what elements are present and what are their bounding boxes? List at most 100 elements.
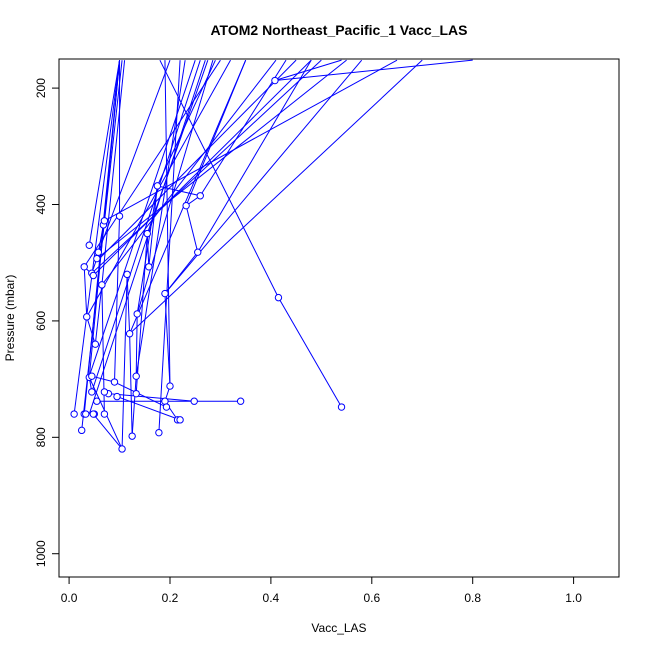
series-line-segment bbox=[101, 60, 126, 285]
series-line-segment bbox=[86, 316, 96, 345]
series-line-segment bbox=[164, 251, 199, 294]
series-line-segment bbox=[121, 274, 128, 449]
data-point bbox=[78, 426, 86, 435]
data-point bbox=[161, 289, 169, 298]
data-point bbox=[182, 201, 190, 210]
data-point bbox=[91, 340, 100, 348]
data-point bbox=[155, 428, 163, 437]
data-point bbox=[271, 76, 279, 85]
data-point bbox=[85, 241, 93, 249]
data-point bbox=[190, 397, 198, 405]
series-line-segment bbox=[136, 60, 214, 315]
data-point bbox=[94, 248, 103, 256]
series-line-segment bbox=[97, 59, 171, 253]
data-point bbox=[93, 397, 101, 405]
data-point bbox=[123, 270, 131, 279]
series-line-segment bbox=[129, 333, 133, 437]
series-line-segment bbox=[159, 59, 279, 298]
y-tick-label: 600 bbox=[34, 311, 48, 331]
x-tick-label: 0.0 bbox=[61, 591, 78, 605]
data-point bbox=[274, 293, 283, 302]
x-axis-label: Vacc_LAS bbox=[311, 621, 366, 635]
data-point bbox=[115, 212, 124, 220]
y-axis: 200 400 600 800 1000 bbox=[34, 78, 60, 567]
data-point bbox=[113, 392, 121, 401]
series-line-segment bbox=[83, 266, 88, 317]
data-point bbox=[132, 372, 140, 380]
series-line-segment bbox=[131, 376, 137, 437]
y-tick-label: 800 bbox=[34, 427, 48, 447]
data-point bbox=[93, 254, 101, 263]
series-line-segment bbox=[92, 413, 123, 450]
series-line-segment bbox=[88, 60, 121, 246]
series-line-segment bbox=[114, 381, 167, 408]
series-line-segment bbox=[129, 59, 423, 335]
x-tick-label: 1.0 bbox=[565, 591, 582, 605]
chart-title: ATOM2 Northeast_Pacific_1 Vacc_LAS bbox=[210, 22, 467, 38]
x-tick-label: 0.8 bbox=[464, 591, 481, 605]
data-point bbox=[236, 397, 245, 405]
series-line-segment bbox=[274, 59, 342, 82]
data-point bbox=[89, 271, 98, 280]
data-point bbox=[337, 403, 346, 411]
series-line-segment bbox=[96, 59, 347, 260]
series-line-segment bbox=[157, 185, 201, 197]
series-line-segment bbox=[197, 59, 312, 253]
x-tick-label: 0.4 bbox=[263, 591, 280, 605]
data-point bbox=[100, 388, 109, 396]
series-line-segment bbox=[83, 59, 221, 268]
data-point bbox=[125, 330, 134, 338]
data-point bbox=[196, 192, 204, 200]
series-line-segment bbox=[146, 233, 150, 267]
data-point bbox=[88, 388, 96, 396]
series-line-segment bbox=[99, 59, 297, 259]
x-tick-label: 0.2 bbox=[162, 591, 179, 605]
series-line-segment bbox=[164, 60, 171, 387]
data-point bbox=[128, 432, 136, 440]
series-line-segment bbox=[164, 293, 171, 387]
data-point bbox=[118, 445, 126, 453]
data-point bbox=[100, 217, 109, 225]
series-line-segment bbox=[126, 274, 131, 334]
series-line-segment bbox=[91, 375, 115, 383]
series-line-segment bbox=[185, 59, 247, 206]
data-point bbox=[82, 410, 90, 418]
x-tick-label: 0.6 bbox=[363, 591, 380, 605]
series-line-segment bbox=[108, 393, 195, 402]
data-point bbox=[70, 410, 78, 418]
data-point bbox=[176, 416, 184, 424]
series-line-segment bbox=[94, 284, 103, 345]
series-line-segment bbox=[158, 60, 181, 433]
series-line-segment bbox=[91, 60, 201, 393]
y-tick-label: 1000 bbox=[34, 540, 48, 567]
data-point bbox=[166, 382, 174, 390]
data-point bbox=[88, 372, 96, 380]
data-point bbox=[145, 263, 153, 271]
data-point bbox=[132, 389, 140, 398]
series-line-segment bbox=[135, 313, 138, 377]
x-axis: 0.0 0.2 0.4 0.6 0.8 1.0 bbox=[61, 576, 582, 605]
series-line-segment bbox=[73, 60, 121, 415]
series-line-segment bbox=[97, 224, 104, 253]
data-point bbox=[194, 248, 202, 256]
data-point bbox=[100, 410, 109, 418]
data-point bbox=[98, 281, 106, 289]
plot-frame bbox=[58, 58, 620, 578]
y-tick-label: 200 bbox=[34, 78, 48, 98]
series-line-segment bbox=[113, 216, 121, 383]
series-line-segment bbox=[148, 185, 158, 267]
series-line-segment bbox=[91, 59, 322, 274]
series-line-segment bbox=[278, 297, 342, 408]
series-lines bbox=[73, 59, 473, 450]
series-line-segment bbox=[104, 59, 398, 222]
series-line-segment bbox=[103, 60, 121, 221]
y-axis-label: Pressure (mbar) bbox=[3, 275, 17, 362]
data-point bbox=[89, 410, 98, 418]
series-line-segment bbox=[185, 205, 199, 253]
y-tick-label: 400 bbox=[34, 194, 48, 214]
data-point bbox=[133, 310, 141, 318]
data-point bbox=[80, 263, 88, 271]
data-point bbox=[83, 313, 91, 321]
series-line-segment bbox=[92, 59, 312, 276]
